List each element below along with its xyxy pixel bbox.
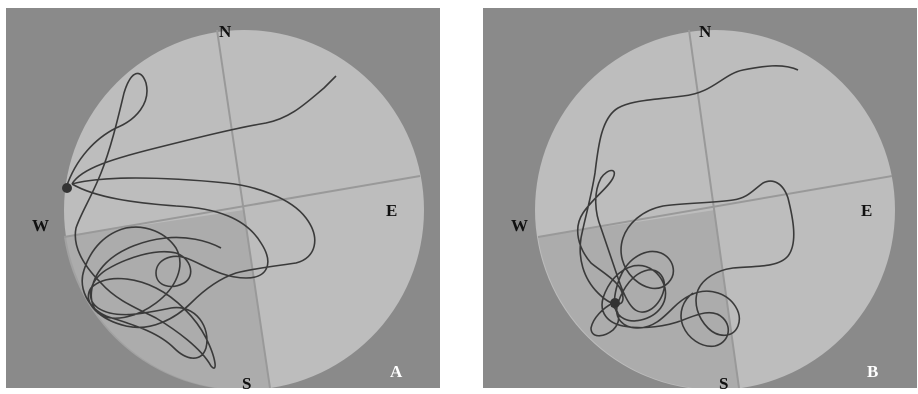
compass-west-label: W xyxy=(511,216,528,235)
swim-path xyxy=(576,65,799,348)
compass-north-label: N xyxy=(219,22,232,41)
pool-diagram-b xyxy=(535,29,895,388)
compass-west-label: W xyxy=(32,216,49,235)
panel-label-a: A xyxy=(390,362,403,381)
compass-south-label: S xyxy=(719,374,729,393)
swim-panel-a: N S E W A xyxy=(6,8,440,393)
start-marker xyxy=(610,298,620,308)
target-quadrant xyxy=(64,210,270,388)
north-south-axis xyxy=(216,29,271,388)
pool-diagram-a xyxy=(62,29,424,388)
compass-east-label: E xyxy=(861,201,873,220)
compass-south-label: S xyxy=(242,374,252,393)
swim-panel-b: N S E W B xyxy=(483,8,917,393)
swim-path xyxy=(65,72,337,369)
target-quadrant xyxy=(538,210,739,388)
panel-label-b: B xyxy=(867,362,879,381)
east-west-axis xyxy=(63,175,421,238)
compass-east-label: E xyxy=(386,201,398,220)
east-west-axis xyxy=(537,175,893,238)
start-marker xyxy=(62,183,72,193)
north-south-axis xyxy=(688,29,740,388)
compass-north-label: N xyxy=(699,22,712,41)
